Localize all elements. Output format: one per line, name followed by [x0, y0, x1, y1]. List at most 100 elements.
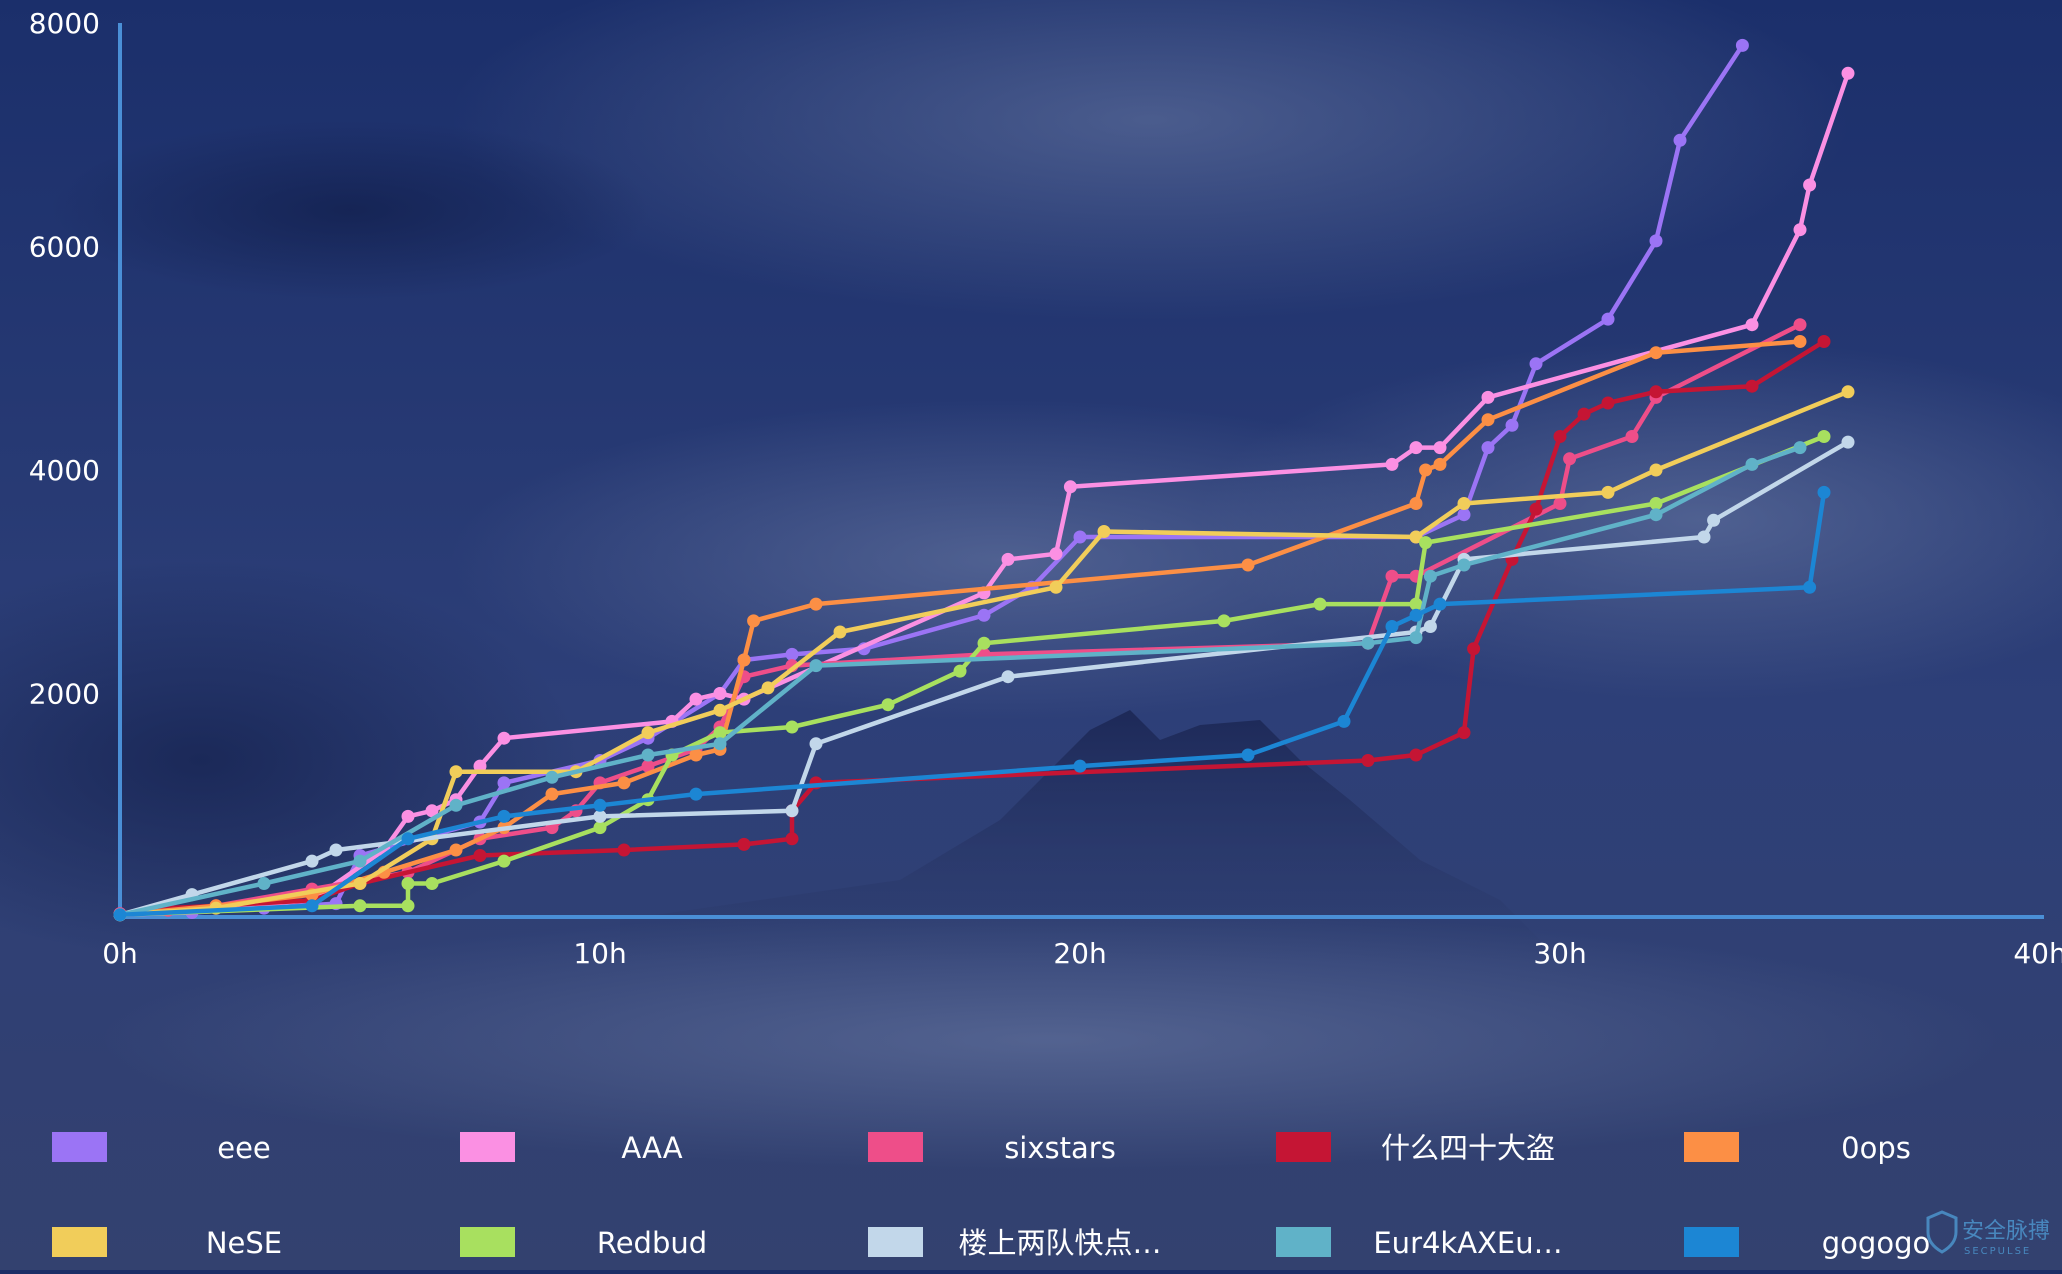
- legend-item: AAA: [460, 1131, 683, 1165]
- data-point: [257, 877, 271, 890]
- legend-label: AAA: [621, 1131, 682, 1165]
- data-point: [473, 759, 487, 773]
- data-point: [353, 854, 367, 868]
- data-point: [449, 798, 463, 812]
- data-point: [1745, 379, 1759, 393]
- legend-item: eee: [52, 1131, 271, 1165]
- legend-swatch: [52, 1227, 107, 1257]
- data-point: [1433, 597, 1447, 611]
- legend-swatch: [868, 1132, 923, 1162]
- data-point: [593, 821, 607, 835]
- mountain-silhouette: [620, 710, 1560, 960]
- y-tick-label: 4000: [29, 454, 100, 487]
- x-tick-label: 10h: [573, 937, 626, 970]
- legend-label: 楼上两队快点…: [958, 1226, 1161, 1260]
- data-point: [1385, 569, 1399, 583]
- axes: 0h 10h 20h 30h 40h 2000 4000 6000 8000: [29, 7, 2062, 970]
- x-tick-label: 0h: [102, 937, 138, 970]
- data-point: [1457, 508, 1471, 522]
- data-point: [1481, 441, 1495, 455]
- data-point: [1385, 620, 1399, 633]
- data-point: [401, 877, 415, 890]
- series-8: [113, 441, 1807, 922]
- data-point: [1553, 497, 1567, 510]
- data-point: [641, 726, 655, 740]
- data-point: [425, 804, 439, 818]
- legend-label: 0ops: [1841, 1131, 1911, 1165]
- legend-swatch: [1684, 1132, 1739, 1162]
- data-point: [305, 899, 319, 913]
- data-point: [1423, 620, 1437, 633]
- data-point: [1481, 390, 1495, 404]
- data-point: [689, 748, 703, 762]
- data-point: [593, 798, 607, 812]
- data-point: [1001, 670, 1015, 684]
- data-point: [1409, 631, 1423, 645]
- legend-swatch: [868, 1227, 923, 1257]
- data-point: [1217, 614, 1231, 628]
- data-point: [353, 877, 367, 890]
- data-point: [1803, 580, 1817, 594]
- data-point: [1601, 485, 1615, 499]
- data-point: [1529, 357, 1543, 371]
- data-point: [401, 899, 415, 913]
- legend-label: eee: [217, 1131, 271, 1165]
- data-point: [425, 877, 439, 890]
- data-point: [1241, 558, 1255, 572]
- legend-item: NeSE: [52, 1226, 282, 1260]
- data-point: [1457, 497, 1471, 510]
- data-point: [1467, 642, 1481, 656]
- y-tick-label: 2000: [29, 678, 100, 711]
- data-point: [545, 787, 559, 801]
- series-7: [113, 435, 1855, 922]
- data-point: [1673, 133, 1687, 147]
- legend-label: 什么四十大盗: [1381, 1131, 1555, 1165]
- data-point: [1841, 385, 1855, 399]
- data-point: [809, 597, 823, 611]
- shield-icon: [1926, 1210, 1958, 1254]
- data-point: [1649, 234, 1663, 248]
- data-point: [1841, 435, 1855, 449]
- data-point: [1337, 714, 1351, 728]
- legend-item: Redbud: [460, 1226, 707, 1260]
- data-point: [1817, 430, 1831, 443]
- data-point: [1745, 318, 1759, 332]
- data-point: [1409, 597, 1423, 611]
- legend-swatch: [1276, 1132, 1331, 1162]
- data-point: [1817, 485, 1831, 499]
- data-point: [1481, 413, 1495, 427]
- data-point: [747, 614, 761, 628]
- legend-item: 什么四十大盗: [1276, 1131, 1555, 1165]
- data-point: [1553, 430, 1567, 443]
- data-point: [617, 776, 631, 790]
- data-point: [1563, 452, 1577, 466]
- data-point: [449, 765, 463, 779]
- data-point: [1793, 318, 1807, 332]
- legend-swatch: [1276, 1227, 1331, 1257]
- data-point: [1707, 513, 1721, 527]
- legend-label: NeSE: [206, 1226, 282, 1260]
- data-point: [329, 843, 343, 857]
- data-point: [785, 647, 799, 661]
- data-point: [449, 843, 463, 857]
- data-point: [1793, 441, 1807, 455]
- data-point: [689, 787, 703, 801]
- data-point: [833, 625, 847, 639]
- legend-label: Redbud: [597, 1226, 707, 1260]
- legend-label: Eur4kAXEu…: [1373, 1226, 1562, 1260]
- data-point: [785, 804, 799, 818]
- y-tick-label: 8000: [29, 7, 100, 40]
- legend-label: gogogo: [1822, 1226, 1930, 1260]
- data-point: [1073, 530, 1087, 544]
- data-point: [713, 737, 727, 751]
- legend-swatch: [460, 1227, 515, 1257]
- data-point: [1241, 748, 1255, 762]
- data-point: [737, 653, 751, 667]
- data-point: [1419, 463, 1433, 477]
- data-point: [641, 759, 655, 773]
- data-point: [1529, 502, 1543, 516]
- data-point: [713, 703, 727, 717]
